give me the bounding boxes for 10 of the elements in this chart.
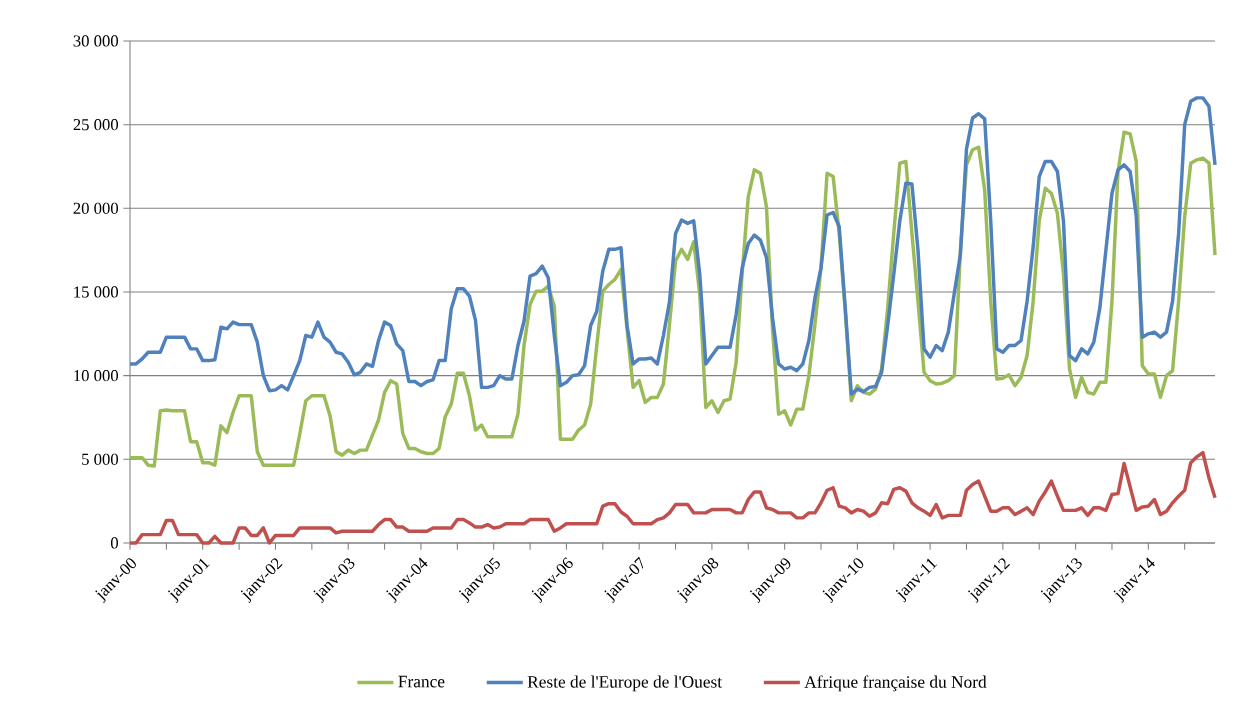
- y-tick-label: 25 000: [73, 119, 119, 131]
- y-tick-label: 5 000: [82, 453, 119, 465]
- y-tick-label: 0: [110, 537, 119, 549]
- y-tick-label: 15 000: [74, 286, 119, 298]
- y-tick-label: 30 000: [73, 35, 119, 47]
- legend-label: Afrique française du Nord: [804, 675, 987, 692]
- y-tick-label: 20 000: [73, 202, 119, 214]
- legend-label: France: [398, 675, 445, 688]
- y-tick-label: 10 000: [74, 370, 119, 382]
- legend-label: Reste de l'Europe de l'Ouest: [527, 675, 722, 692]
